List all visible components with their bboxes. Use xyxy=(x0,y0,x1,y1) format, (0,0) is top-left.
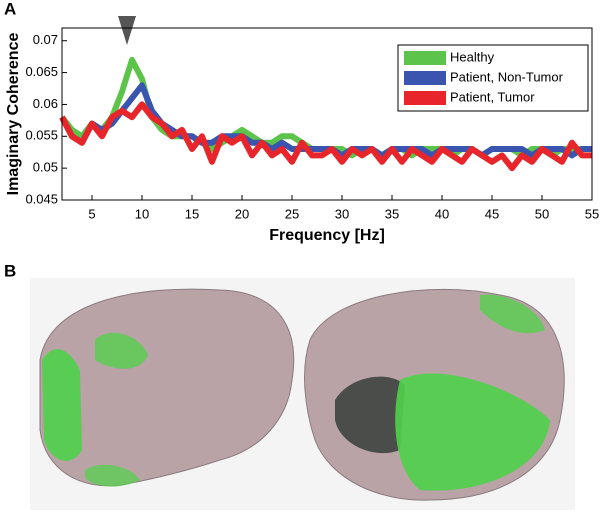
legend-swatch xyxy=(404,91,446,105)
series-line xyxy=(59,101,592,172)
x-tick-label: 20 xyxy=(235,206,249,221)
y-tick-label: 0.065 xyxy=(25,64,58,79)
y-tick-label: 0.05 xyxy=(33,160,58,175)
x-tick-label: 25 xyxy=(285,206,299,221)
brain-images xyxy=(30,278,575,510)
dark-region xyxy=(335,376,405,454)
x-tick-label: 15 xyxy=(185,206,199,221)
y-tick-label: 0.07 xyxy=(33,32,58,47)
x-tick-label: 30 xyxy=(335,206,349,221)
x-tick-label: 45 xyxy=(485,206,499,221)
x-axis-label: Frequency [Hz] xyxy=(269,227,385,244)
legend-label: Patient, Non-Tumor xyxy=(450,69,564,84)
panel-label: A xyxy=(4,0,16,18)
x-tick-label: 10 xyxy=(135,206,149,221)
plot-frame xyxy=(61,27,593,201)
x-tick-label: 55 xyxy=(585,206,599,221)
activation xyxy=(95,332,148,369)
peak-arrow xyxy=(118,16,136,45)
y-axis-label: Imaginary Coherence xyxy=(5,33,22,196)
x-tick-label: 35 xyxy=(385,206,399,221)
legend-swatch xyxy=(404,51,446,65)
panel-label: B xyxy=(4,261,16,280)
x-tick-label: 50 xyxy=(535,206,549,221)
activation xyxy=(85,464,140,487)
legend-label: Patient, Tumor xyxy=(450,89,535,104)
x-tick-label: 40 xyxy=(435,206,449,221)
y-tick-label: 0.06 xyxy=(33,96,58,111)
activation xyxy=(395,373,550,491)
y-tick-label: 0.055 xyxy=(25,128,58,143)
y-tick-label: 0.045 xyxy=(25,191,58,206)
legend-swatch xyxy=(404,71,446,85)
activation xyxy=(42,349,82,461)
legend-label: Healthy xyxy=(450,49,495,64)
activation xyxy=(480,294,545,334)
x-tick-label: 5 xyxy=(88,206,95,221)
